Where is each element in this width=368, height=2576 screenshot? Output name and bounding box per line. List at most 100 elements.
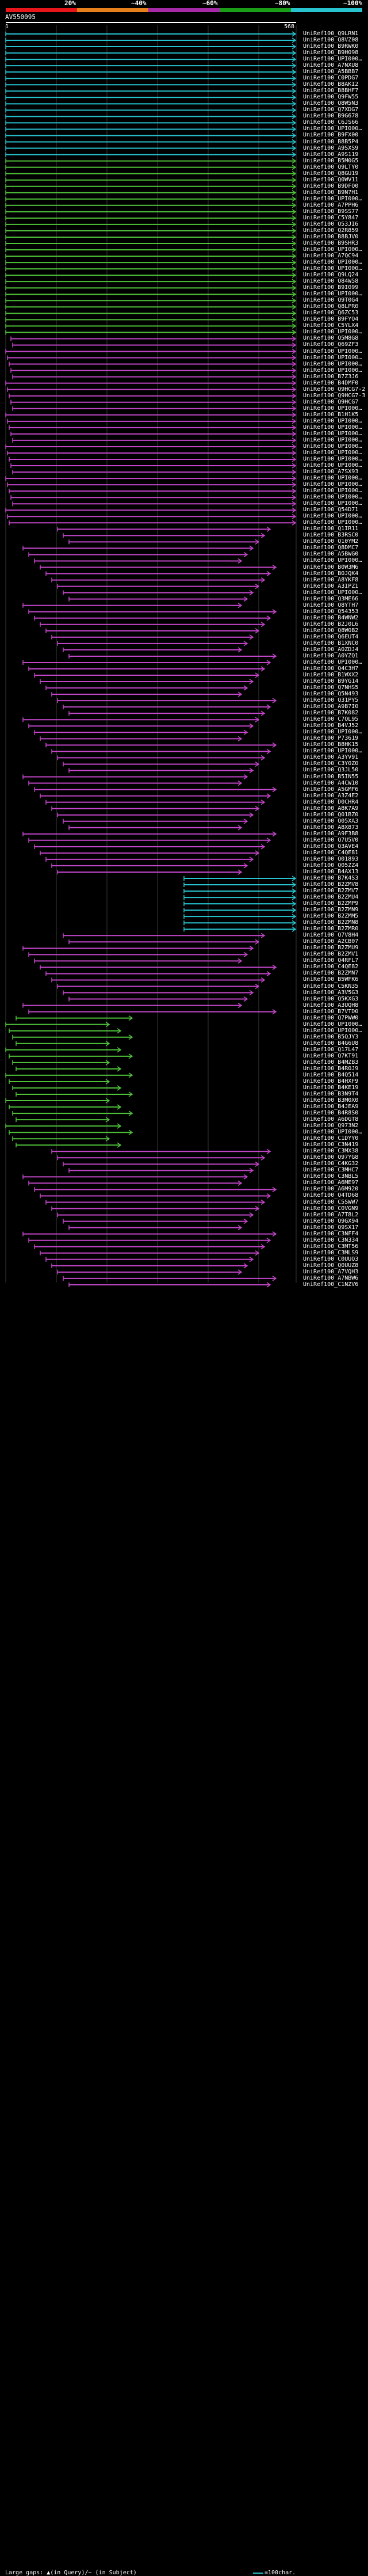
hit-label[interactable]: UniRef100_Q2R859: [303, 227, 359, 234]
hit-label[interactable]: UniRef100_Q5N493: [303, 691, 359, 698]
hit-label[interactable]: UniRef100_B2ZMU4: [303, 894, 359, 901]
hit-label[interactable]: UniRef100_B8BJV0: [303, 233, 359, 240]
hit-label[interactable]: UniRef100_UPI000…: [303, 1021, 362, 1028]
hit-label[interactable]: UniRef100_B2J0L6: [303, 621, 359, 627]
hit-label[interactable]: UniRef100_B2ZMN8: [303, 919, 359, 926]
hit-label[interactable]: UniRef100_UPI000…: [303, 424, 362, 431]
hit-label[interactable]: UniRef100_C3MX38: [303, 1148, 359, 1155]
hit-label[interactable]: UniRef100_C5YLX4: [303, 322, 359, 329]
hit-label[interactable]: UniRef100_B7K082: [303, 710, 359, 717]
hit-label[interactable]: UniRef100_A2CB07: [303, 938, 359, 945]
hit-label[interactable]: UniRef100_Q53JI6: [303, 220, 359, 227]
hit-label[interactable]: UniRef100_A0ZDJ4: [303, 646, 359, 653]
hit-label[interactable]: UniRef100_B9FX00: [303, 132, 359, 139]
hit-label[interactable]: UniRef100_Q5M8G8: [303, 335, 359, 342]
hit-label[interactable]: UniRef100_C1NZV6: [303, 1281, 359, 1288]
hit-label[interactable]: UniRef100_UPI000…: [303, 488, 362, 494]
hit-label[interactable]: UniRef100_UPI000…: [303, 195, 362, 202]
hit-label[interactable]: UniRef100_Q9LQ24: [303, 272, 359, 279]
hit-label[interactable]: UniRef100_A7QC94: [303, 253, 359, 260]
hit-label[interactable]: UniRef100_A3YV91: [303, 754, 359, 761]
hit-label[interactable]: UniRef100_Q0UUZ8: [303, 1262, 359, 1269]
hit-label[interactable]: UniRef100_B4WNW2: [303, 614, 359, 621]
hit-label[interactable]: UniRef100_Q01893: [303, 855, 359, 862]
hit-label[interactable]: UniRef100_Q8LPR0: [303, 303, 359, 310]
hit-label[interactable]: UniRef100_C4QE82: [303, 964, 359, 971]
hit-label[interactable]: UniRef100_B7Z3J6: [303, 373, 359, 380]
hit-label[interactable]: UniRef100_C0PDG7: [303, 75, 359, 82]
hit-label[interactable]: UniRef100_Q8YTH7: [303, 602, 359, 608]
hit-label[interactable]: UniRef100_UPI000…: [303, 329, 362, 336]
hit-label[interactable]: UniRef100_B9H098: [303, 50, 359, 56]
hit-label[interactable]: UniRef100_B4AX13: [303, 868, 359, 875]
hit-label[interactable]: UniRef100_B2ZMM5: [303, 913, 359, 920]
hit-label[interactable]: UniRef100_B9RWK0: [303, 43, 359, 50]
hit-label[interactable]: UniRef100_B4G6U8: [303, 1040, 359, 1047]
hit-label[interactable]: UniRef100_C3N334: [303, 1236, 359, 1243]
hit-label[interactable]: UniRef100_UPI000…: [303, 246, 362, 253]
hit-label[interactable]: UniRef100_UPI000…: [303, 125, 362, 132]
hit-label[interactable]: UniRef100_A8X873: [303, 824, 359, 831]
hit-label[interactable]: UniRef100_B8BHF7: [303, 87, 359, 94]
hit-label[interactable]: UniRef100_B2ZMP9: [303, 900, 359, 907]
hit-label[interactable]: UniRef100_Q7V8H4: [303, 932, 359, 939]
hit-label[interactable]: UniRef100_B5IN55: [303, 773, 359, 780]
hit-label[interactable]: UniRef100_Q3ME66: [303, 595, 359, 602]
hit-label[interactable]: UniRef100_C5Y847: [303, 214, 359, 221]
hit-label[interactable]: UniRef100_UPI000…: [303, 348, 362, 355]
hit-label[interactable]: UniRef100_A5GMF6: [303, 786, 359, 793]
hit-label[interactable]: UniRef100_A9S119: [303, 151, 359, 158]
hit-label[interactable]: UniRef100_UPI000…: [303, 481, 362, 488]
hit-label[interactable]: UniRef100_UPI000…: [303, 436, 362, 443]
hit-label[interactable]: UniRef100_C7QL95: [303, 716, 359, 723]
hit-label[interactable]: UniRef100_A3IPZ1: [303, 583, 359, 589]
hit-label[interactable]: UniRef100_P73619: [303, 735, 359, 742]
hit-label[interactable]: UniRef100_UPI000…: [303, 417, 362, 424]
hit-label[interactable]: UniRef100_UPI000…: [303, 1027, 362, 1034]
hit-label[interactable]: UniRef100_B2ZMV8: [303, 881, 359, 888]
hit-label[interactable]: UniRef100_UPI000…: [303, 557, 362, 564]
hit-label[interactable]: UniRef100_A6DGT8: [303, 1116, 359, 1123]
hit-label[interactable]: UniRef100_B5M0G5: [303, 157, 359, 164]
hit-label[interactable]: UniRef100_UPI000…: [303, 405, 362, 412]
hit-label[interactable]: UniRef100_B7VTD0: [303, 1008, 359, 1015]
hit-label[interactable]: UniRef100_Q4TD68: [303, 1192, 359, 1199]
hit-label[interactable]: UniRef100_Q9HCG7: [303, 398, 359, 405]
hit-label[interactable]: UniRef100_A6ME97: [303, 1179, 359, 1186]
hit-label[interactable]: UniRef100_UPI000…: [303, 367, 362, 374]
hit-label[interactable]: UniRef100_Q9HCG7-2: [303, 386, 366, 393]
hit-label[interactable]: UniRef100_UPI000…: [303, 360, 362, 367]
hit-label[interactable]: UniRef100_UPI000…: [303, 659, 362, 665]
hit-label[interactable]: UniRef100_A9B7I0: [303, 703, 359, 710]
hit-label[interactable]: UniRef100_B9G678: [303, 113, 359, 120]
hit-label[interactable]: UniRef100_Q9SX17: [303, 1224, 359, 1231]
hit-label[interactable]: UniRef100_Q9LRN1: [303, 31, 359, 37]
hit-label[interactable]: UniRef100_Q6ZC53: [303, 310, 359, 317]
hit-label[interactable]: UniRef100_C5KN35: [303, 983, 359, 990]
hit-label[interactable]: UniRef100_B1H1K5: [303, 411, 359, 418]
hit-label[interactable]: UniRef100_Q17L47: [303, 1046, 359, 1053]
hit-label[interactable]: UniRef100_A0YZQ1: [303, 652, 359, 659]
hit-label[interactable]: UniRef100_UPI000…: [303, 462, 362, 469]
hit-label[interactable]: UniRef100_Q8W0B2: [303, 627, 359, 634]
hit-label[interactable]: UniRef100_Q8GU19: [303, 170, 359, 177]
hit-label[interactable]: UniRef100_A7VQH3: [303, 1268, 359, 1275]
hit-label[interactable]: UniRef100_B8HK15: [303, 741, 359, 748]
hit-label[interactable]: UniRef100_B4JEA9: [303, 1104, 359, 1110]
hit-label[interactable]: UniRef100_Q69ZF3: [303, 341, 359, 348]
hit-label[interactable]: UniRef100_Q54D71: [303, 507, 359, 513]
hit-label[interactable]: UniRef100_A8YKF8: [303, 576, 359, 583]
hit-label[interactable]: UniRef100_C4KG32: [303, 1160, 359, 1167]
hit-label[interactable]: UniRef100_B3M0X0: [303, 1097, 359, 1104]
hit-label[interactable]: UniRef100_UPI000…: [303, 1129, 362, 1136]
hit-label[interactable]: UniRef100_B4DMF0: [303, 379, 359, 386]
hit-label[interactable]: UniRef100_Q7NHS5: [303, 684, 359, 691]
hit-label[interactable]: UniRef100_B8B5P4: [303, 138, 359, 145]
hit-label[interactable]: UniRef100_UPI000…: [303, 430, 362, 437]
hit-label[interactable]: UniRef100_Q4RFL7: [303, 957, 359, 964]
hit-label[interactable]: UniRef100_A5BBB7: [303, 69, 359, 75]
hit-label[interactable]: UniRef100_UPI000…: [303, 513, 362, 520]
hit-label[interactable]: UniRef100_B9YG14: [303, 678, 359, 685]
hit-label[interactable]: UniRef100_C3N419: [303, 1141, 359, 1148]
hit-label[interactable]: UniRef100_C3MT56: [303, 1243, 359, 1250]
